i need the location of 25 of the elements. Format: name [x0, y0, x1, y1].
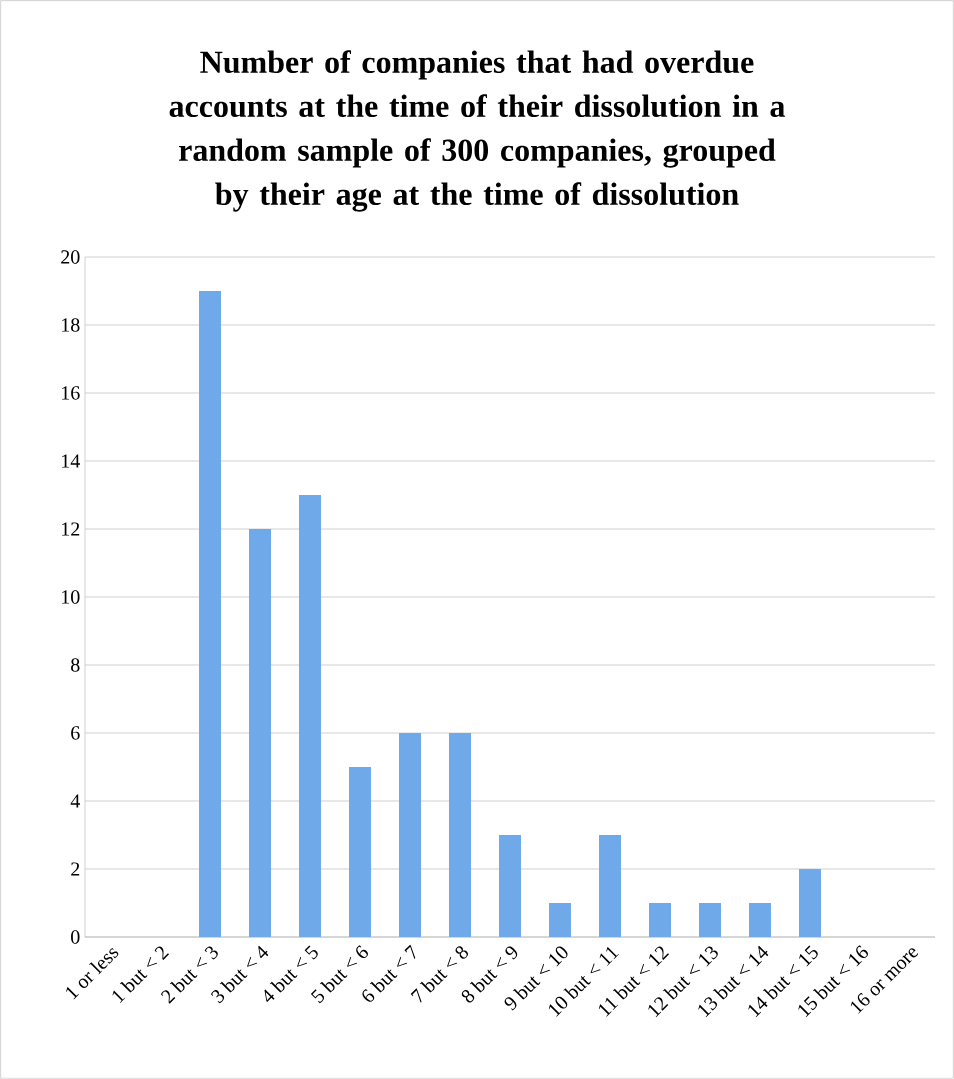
y-tick-label: 8	[71, 658, 80, 672]
bar	[799, 869, 822, 937]
y-tick-label: 0	[71, 930, 80, 944]
y-tick-label: 16	[62, 386, 80, 400]
y-tick-label: 18	[62, 318, 80, 332]
bar	[549, 903, 572, 937]
bar	[299, 495, 321, 937]
bar	[449, 733, 471, 937]
bar	[699, 903, 721, 937]
y-tick-label: 12	[62, 522, 80, 536]
y-tick-label: 10	[62, 590, 80, 604]
y-tick-label: 14	[62, 454, 80, 468]
bar	[499, 835, 521, 937]
bar	[349, 767, 371, 937]
bar	[249, 529, 271, 937]
bar	[199, 291, 221, 937]
chart-title: Number of companies that had overdue accounts at the time of their dissolution in a random sample of 300 companies, grouped by their age at the time of dissolution	[169, 50, 785, 212]
y-tick-label: 4	[70, 794, 80, 808]
y-tick-label: 2	[71, 862, 80, 876]
bar	[399, 733, 421, 937]
y-tick-label: 6	[71, 726, 80, 740]
bar	[649, 903, 671, 937]
bar	[599, 835, 621, 937]
y-tick-label: 20	[61, 250, 80, 264]
bar	[749, 903, 772, 937]
